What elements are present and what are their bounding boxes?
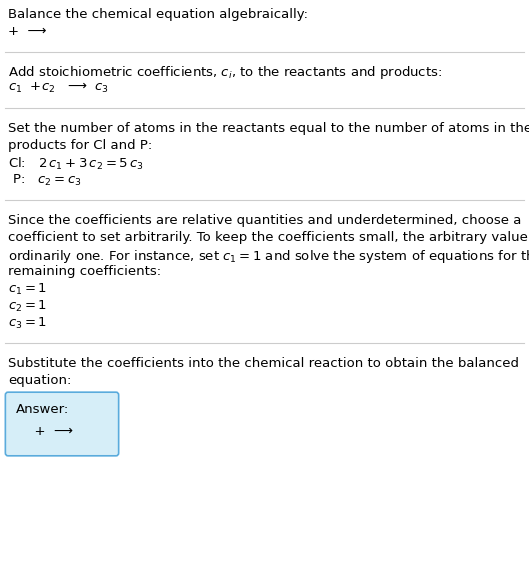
- Text: Balance the chemical equation algebraically:: Balance the chemical equation algebraica…: [8, 8, 308, 21]
- Text: $c_3 = 1$: $c_3 = 1$: [8, 316, 47, 331]
- Text: Substitute the coefficients into the chemical reaction to obtain the balanced: Substitute the coefficients into the che…: [8, 357, 519, 370]
- Text: $c_1$  +$c_2$   ⟶  $c_3$: $c_1$ +$c_2$ ⟶ $c_3$: [8, 81, 109, 95]
- Text: coefficient to set arbitrarily. To keep the coefficients small, the arbitrary va: coefficient to set arbitrarily. To keep …: [8, 231, 529, 244]
- Text: equation:: equation:: [8, 374, 71, 387]
- Text: Cl:   $2\,c_1 + 3\,c_2 = 5\,c_3$: Cl: $2\,c_1 + 3\,c_2 = 5\,c_3$: [8, 156, 144, 172]
- Text: Since the coefficients are relative quantities and underdetermined, choose a: Since the coefficients are relative quan…: [8, 214, 522, 227]
- Text: products for Cl and P:: products for Cl and P:: [8, 139, 152, 152]
- Text: $c_1 = 1$: $c_1 = 1$: [8, 282, 47, 297]
- Text: +  ⟶: + ⟶: [8, 25, 47, 38]
- Text: $c_2 = 1$: $c_2 = 1$: [8, 299, 47, 314]
- Text: ordinarily one. For instance, set $c_1 = 1$ and solve the system of equations fo: ordinarily one. For instance, set $c_1 =…: [8, 248, 529, 265]
- Text: Add stoichiometric coefficients, $c_i$, to the reactants and products:: Add stoichiometric coefficients, $c_i$, …: [8, 64, 442, 81]
- Text: P:   $c_2 = c_3$: P: $c_2 = c_3$: [8, 173, 81, 188]
- Text: Answer:: Answer:: [16, 403, 69, 416]
- Text: remaining coefficients:: remaining coefficients:: [8, 265, 161, 278]
- FancyBboxPatch shape: [5, 392, 118, 456]
- Text: Set the number of atoms in the reactants equal to the number of atoms in the: Set the number of atoms in the reactants…: [8, 122, 529, 135]
- Text: +  ⟶: + ⟶: [26, 425, 73, 438]
